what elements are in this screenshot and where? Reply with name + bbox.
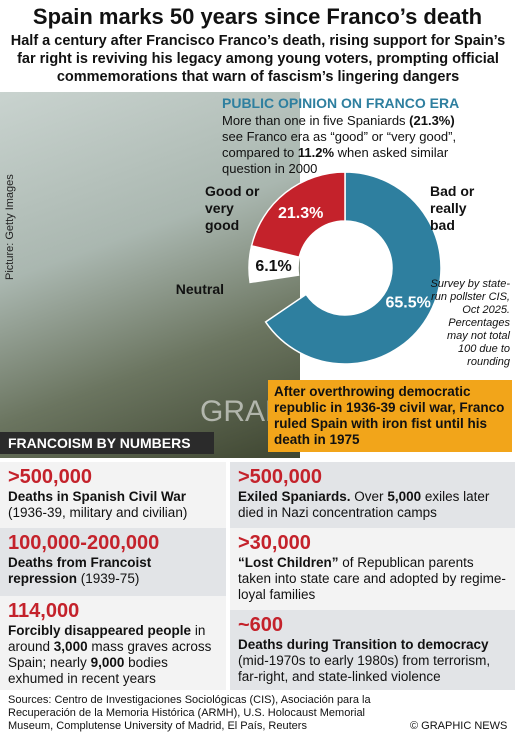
stat-box: 100,000-200,000 Deaths from Francoist rep… [0,528,226,596]
stat-box: >500,000 Deaths in Spanish Civil War (193… [0,462,226,528]
stat-box: >500,000 Exiled Spaniards. Over 5,000 exi… [230,462,515,528]
stat-figure: 114,000 [8,600,80,622]
chart-intro: More than one in five Spaniards (21.3%) … [222,113,472,177]
text-run: Forcibly disappeared people [8,623,192,638]
subtitle: Half a century after Francisco Franco’s … [10,33,506,85]
stat-box: 114,000 Forcibly disappeared people in ar… [0,596,226,690]
text-run: in around [8,623,206,654]
text-run: More than one in five Spaniards [222,113,410,128]
value-label: 21.3% [278,205,323,222]
stat-figure: >500,000 [238,466,322,488]
stat-box: ~600 Deaths during Transition to democrac… [230,610,515,690]
text-run: (mid-1970s to early 1980s) from terroris… [238,653,491,684]
text-run: mass graves across Spain; nearly [8,639,212,670]
text-run: 3,000 [53,639,88,654]
category-text: Neutral [175,281,224,297]
text-run: bodies exhumed in recent years [8,655,168,686]
stat-text: Exiled Spaniards. Over 5,000 exiles late… [238,489,507,521]
section-label: FRANCOISM BY NUMBERS [0,432,214,454]
value-label: 65.5% [386,294,431,311]
text-run: (1936-39, military and civilian) [8,505,188,520]
text-run: 5,000 [387,489,422,504]
callout: After overthrowing democratic republic i… [268,380,512,452]
text-run: “Lost Children” [238,555,339,570]
title: Spain marks 50 years since Franco’s deat… [32,4,483,29]
category-label: Bad or really bad [430,183,475,233]
text-run: 11.2% [297,145,335,160]
text-run: (1939-75) [77,571,140,586]
stat-text: “Lost Children” of Republican parents ta… [238,555,507,603]
chart-title: PUBLIC OPINION ON FRANCO ERA [222,95,460,111]
stat-box: >30,000 “Lost Children” of Republican par… [230,528,515,610]
category-label: Neutral [175,281,224,297]
stat-figure: >500,000 [8,466,92,488]
stat-text: Deaths in Spanish Civil War (1936-39, mi… [8,489,218,521]
stat-figure: 100,000-200,000 [8,532,160,554]
text-run: when asked similar question in 2000 [222,145,449,176]
stat-figure: >30,000 [238,532,311,554]
text-run: (21.3%) [409,113,455,128]
text-run: see Franco era as “good” or “very good”,… [222,129,457,160]
stat-text: Deaths from Francoist repression (1939-7… [8,555,218,587]
text-run: Over [350,489,388,504]
stat-text: Forcibly disappeared people in around 3,… [8,623,218,687]
category-label: Good or very good [205,183,260,233]
text-run: Deaths from Francoist repression [8,555,152,586]
category-text: Good or very good [205,183,260,233]
category-text: Bad or really bad [430,183,475,233]
text-run: exiles later died in Nazi concentration … [238,489,490,520]
text-run: Deaths in Spanish Civil War [8,489,187,504]
copyright: © GRAPHIC NEWS [410,720,508,732]
stat-text: Deaths during Transition to democracy (m… [238,637,507,685]
stat-figure: ~600 [238,614,284,636]
text-run: Deaths during Transition to democracy [238,637,489,652]
text-run: of Republican parents taken into state c… [238,555,506,602]
value-label: 6.1% [255,258,291,275]
text-run: 9,000 [90,655,125,670]
donut-segment [250,171,346,259]
donut-segment [264,171,442,365]
sources: Sources: Centro de Investigaciones Socio… [8,694,371,732]
chart-note: Survey by state-run pollster CIS, Oct 20… [430,278,510,368]
text-run: Exiled Spaniards. [238,489,351,504]
